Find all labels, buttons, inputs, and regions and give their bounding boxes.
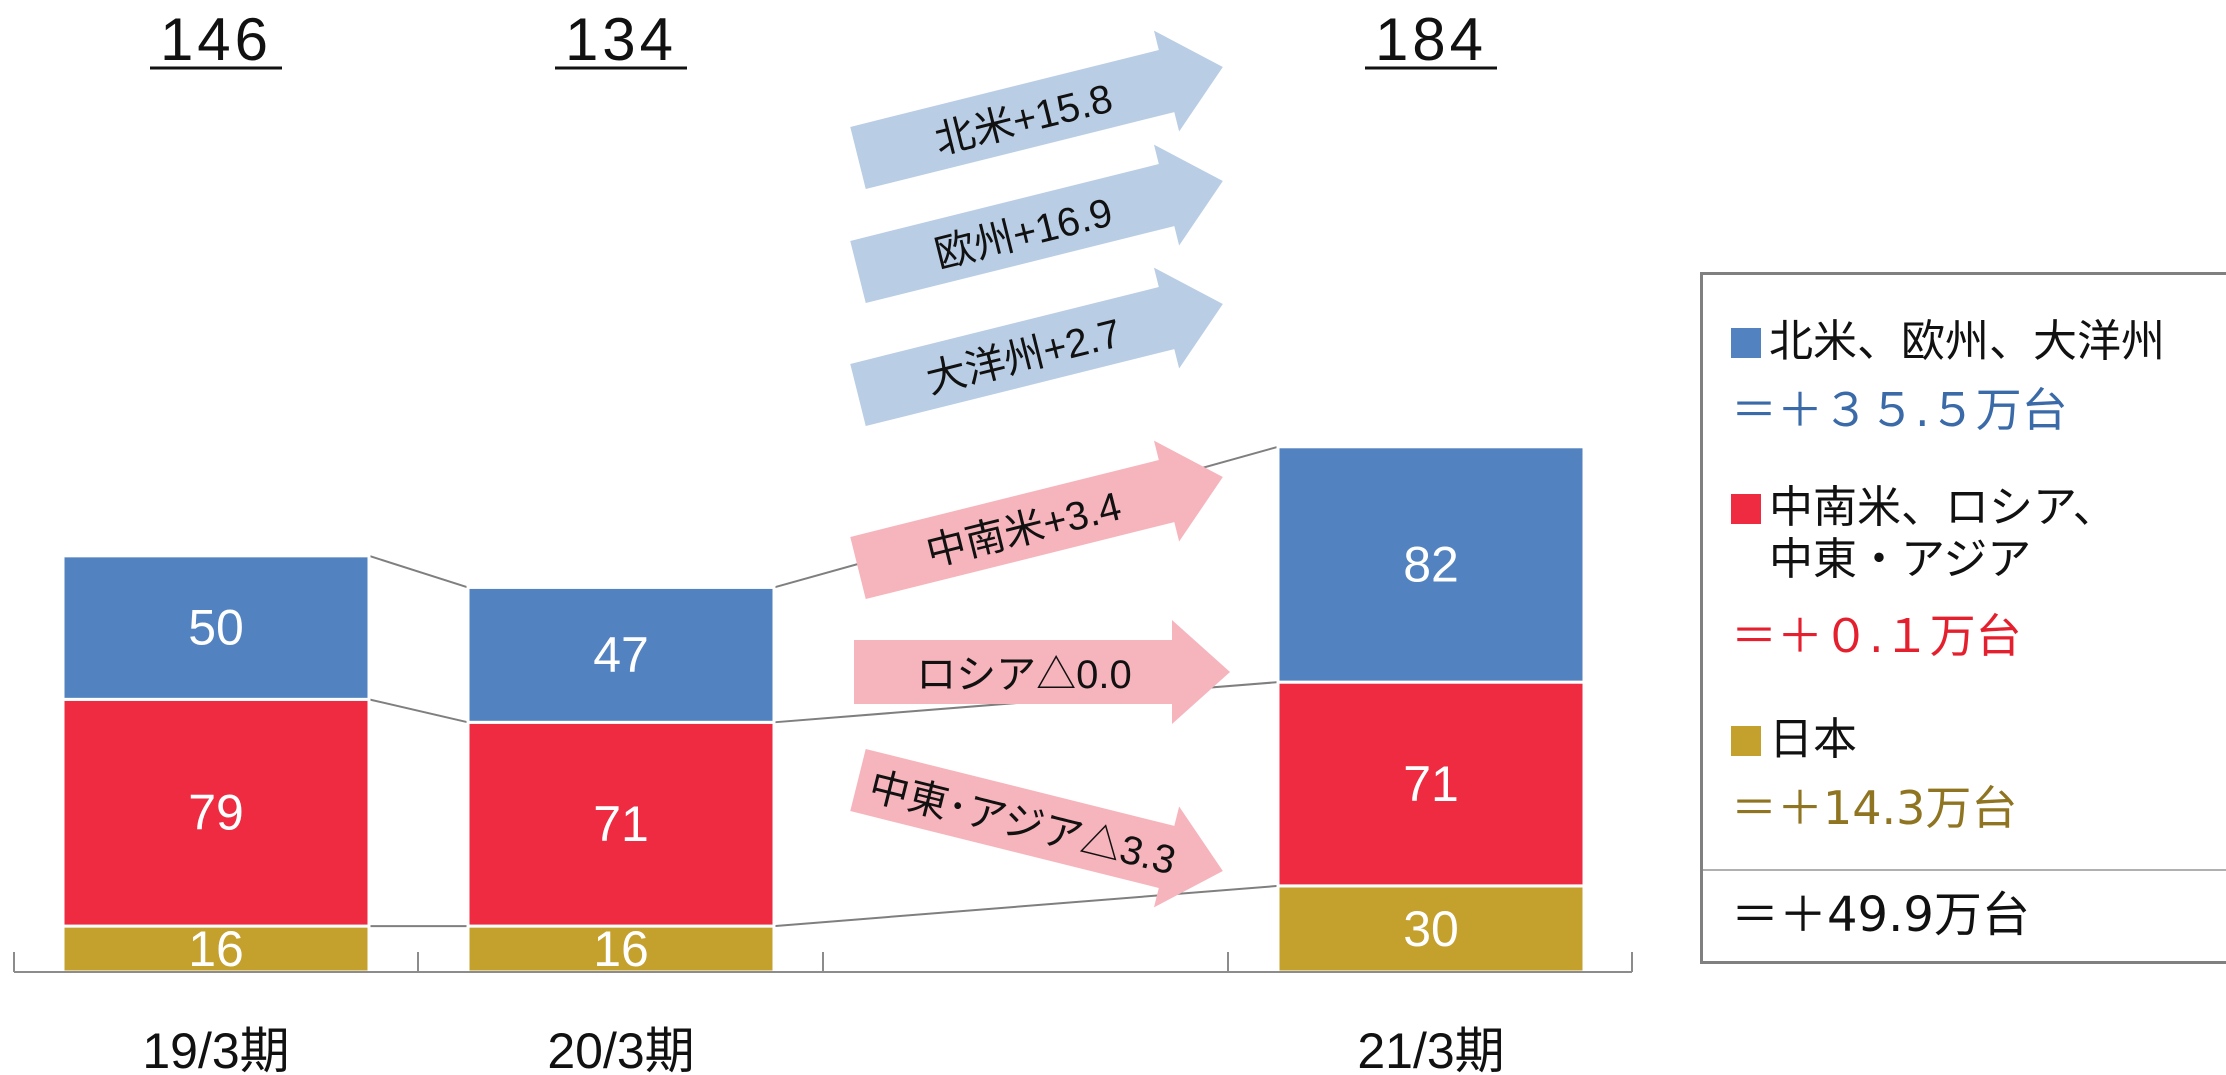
change-arrow-4: ロシア△0.0 [854, 620, 1230, 724]
legend-item3-label: 日本 [1769, 714, 1857, 765]
bar-value-label-latam-0: 79 [188, 785, 244, 841]
legend-item3-value: ＝＋14.3万台 [1731, 781, 2018, 835]
bar-value-label-namerica-0: 50 [188, 600, 244, 656]
legend-swatch-red [1731, 494, 1761, 524]
connector-line-0-1-latam [368, 698, 469, 724]
category-label-1: 20/3期 [547, 1023, 694, 1075]
bar-namerica-2 [1276, 445, 1586, 684]
change-arrow-shape-4 [854, 620, 1230, 724]
change-arrow-3: 中南米+3.4 [850, 440, 1223, 600]
change-arrow-1: 欧州+16.9 [850, 144, 1223, 304]
legend-item-japan: 日本 [1731, 713, 1857, 767]
bar-japan-2 [1276, 884, 1586, 974]
change-arrow-shape-3 [850, 440, 1223, 600]
legend-total: ＝＋49.9万台 [1731, 887, 2030, 943]
change-arrow-shape-1 [850, 144, 1223, 304]
bar-value-label-japan-2: 30 [1403, 901, 1459, 957]
change-arrow-5: 中東･アジア△3.3 [850, 748, 1223, 908]
bar-value-label-japan-0: 16 [188, 921, 244, 977]
legend-item1-label: 北米、欧州、大洋州 [1769, 316, 2165, 367]
total-label-2: 184 [1375, 6, 1487, 73]
bar-value-label-namerica-2: 82 [1403, 536, 1459, 592]
bar-value-label-japan-1: 16 [593, 921, 649, 977]
change-arrow-label-4: ロシア△0.0 [916, 653, 1132, 697]
legend-divider [1703, 869, 2226, 871]
total-label-1: 134 [565, 6, 677, 73]
category-label-2: 21/3期 [1357, 1023, 1504, 1075]
legend-swatch-blue [1731, 328, 1761, 358]
legend: 北米、欧州、大洋州 ＝＋３５.５万台 中南米、ロシア、 中東・アジア ＝＋０.１… [1700, 272, 2226, 964]
bar-latam-1 [466, 720, 776, 928]
legend-item2-label-line2: 中東・アジア [1769, 534, 2032, 585]
change-arrow-shape-5 [850, 748, 1223, 908]
legend-item2-value: ＝＋０.１万台 [1731, 609, 2022, 663]
bar-value-label-namerica-1: 47 [593, 627, 649, 683]
legend-swatch-gold [1731, 726, 1761, 756]
category-label-0: 19/3期 [142, 1023, 289, 1075]
bar-japan-0 [61, 924, 371, 974]
change-arrow-shape-2 [850, 267, 1223, 427]
bar-namerica-0 [61, 554, 371, 701]
bar-latam-2 [1276, 680, 1586, 888]
legend-item-latam-russia-mideast-asia: 中南米、ロシア、 [1731, 481, 2117, 535]
bar-namerica-1 [466, 585, 776, 724]
connector-line-1-2-japan [773, 884, 1279, 928]
bar-value-label-latam-1: 71 [593, 796, 649, 852]
bar-value-label-latam-2: 71 [1403, 756, 1459, 812]
total-label-0: 146 [160, 6, 272, 73]
connector-line-0-1-namerica [368, 554, 469, 589]
legend-item-north-america-europe-oceania: 北米、欧州、大洋州 [1731, 315, 2165, 369]
change-arrow-shape-0 [850, 30, 1223, 190]
legend-item1-value: ＝＋３５.５万台 [1731, 383, 2068, 437]
legend-item2-label-line1: 中南米、ロシア、 [1769, 482, 2117, 533]
